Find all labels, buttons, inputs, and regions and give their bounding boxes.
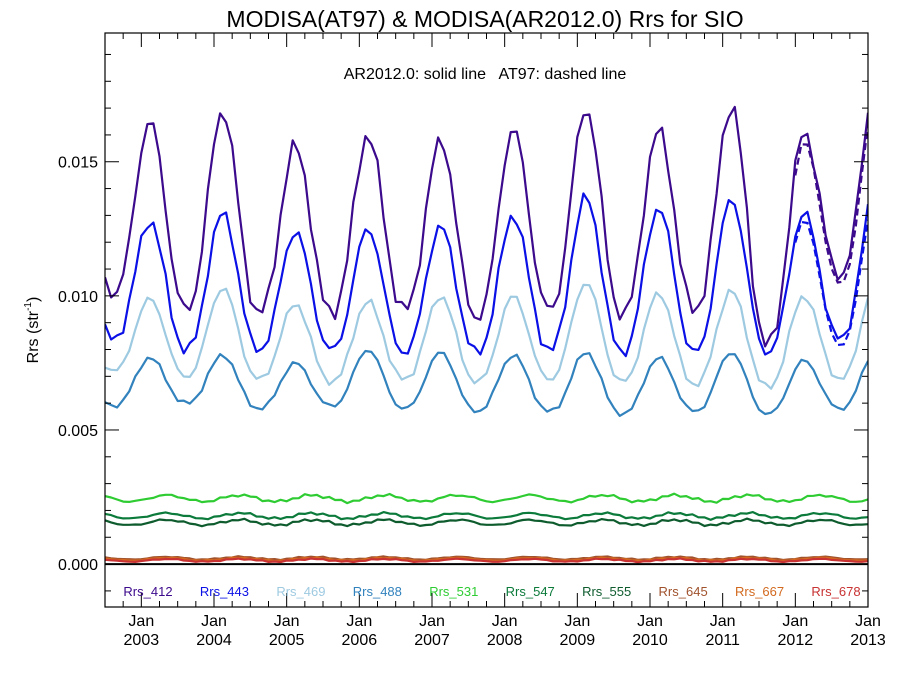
x-tick-year: 2010 [632,632,668,649]
series-dashed-line-Rrs_412 [794,124,868,284]
plot-area [105,105,868,566]
x-tick-year: 2003 [124,632,160,649]
y-tick-label: 0.010 [58,289,98,306]
series-line-Rrs_443 [105,192,868,358]
legend-entry-Rrs_469: Rrs_469 [276,584,325,599]
y-tick-label: 0.015 [58,155,98,172]
x-tick-month: Jan [782,613,808,630]
legend-entry-Rrs_667: Rrs_667 [735,584,784,599]
y-axis-label-sup: -1 [23,302,34,311]
x-tick-month: Jan [128,613,154,630]
y-tick-label: 0.005 [58,423,98,440]
series-line-Rrs_488 [105,349,868,417]
series-line-Rrs_531 [105,492,868,505]
x-tick-month: Jan [201,613,227,630]
legend-entry-Rrs_412: Rrs_412 [123,584,172,599]
x-tick-year: 2009 [560,632,596,649]
x-tick-year: 2007 [414,632,450,649]
x-tick-year: 2004 [196,632,232,649]
y-axis-label-close: ) [25,297,42,302]
x-tick-month: Jan [855,613,881,630]
series-line-Rrs_678 [105,557,868,564]
chart-annotation: AR2012.0: solid line AT97: dashed line [344,66,627,83]
legend-entry-Rrs_443: Rrs_443 [200,584,249,599]
x-tick-month: Jan [274,613,300,630]
series-line-Rrs_555 [105,517,868,528]
legend-entry-Rrs_531: Rrs_531 [429,584,478,599]
legend-entry-Rrs_645: Rrs_645 [659,584,708,599]
x-tick-month: Jan [710,613,736,630]
x-tick-month: Jan [637,613,663,630]
x-tick-month: Jan [346,613,372,630]
series-dashed-line-Rrs_443 [794,219,868,347]
y-tick-label: 0.000 [58,557,98,574]
x-tick-month: Jan [492,613,518,630]
x-tick-year: 2008 [487,632,523,649]
legend-entry-Rrs_555: Rrs_555 [582,584,631,599]
x-tick-month: Jan [564,613,590,630]
legend-entry-Rrs_678: Rrs_678 [811,584,860,599]
y-axis-label: Rrs (str-1) [23,297,42,364]
legend-entry-Rrs_488: Rrs_488 [353,584,402,599]
chart-title: MODISA(AT97) & MODISA(AR2012.0) Rrs for … [226,6,743,32]
legend-entry-Rrs_547: Rrs_547 [506,584,555,599]
axes: 0.000 0.005 0.010 0.015 Jan 2003 Jan 2004 Jan 200… [58,32,886,649]
x-tick-year: 2006 [342,632,378,649]
x-tick-year: 2005 [269,632,305,649]
x-tick-year: 2013 [850,632,886,649]
x-tick-year: 2011 [705,632,740,649]
x-tick-year: 2012 [778,632,814,649]
x-tick-month: Jan [419,613,445,630]
series-line-Rrs_547 [105,511,868,521]
series-line-Rrs_412 [105,105,868,348]
y-axis-label-main: Rrs (str [25,310,42,363]
series-line-Rrs_469 [105,283,868,390]
legend: Rrs_412 Rrs_443 Rrs_469 Rrs_488 Rrs_531 Rrs_5… [123,584,860,599]
